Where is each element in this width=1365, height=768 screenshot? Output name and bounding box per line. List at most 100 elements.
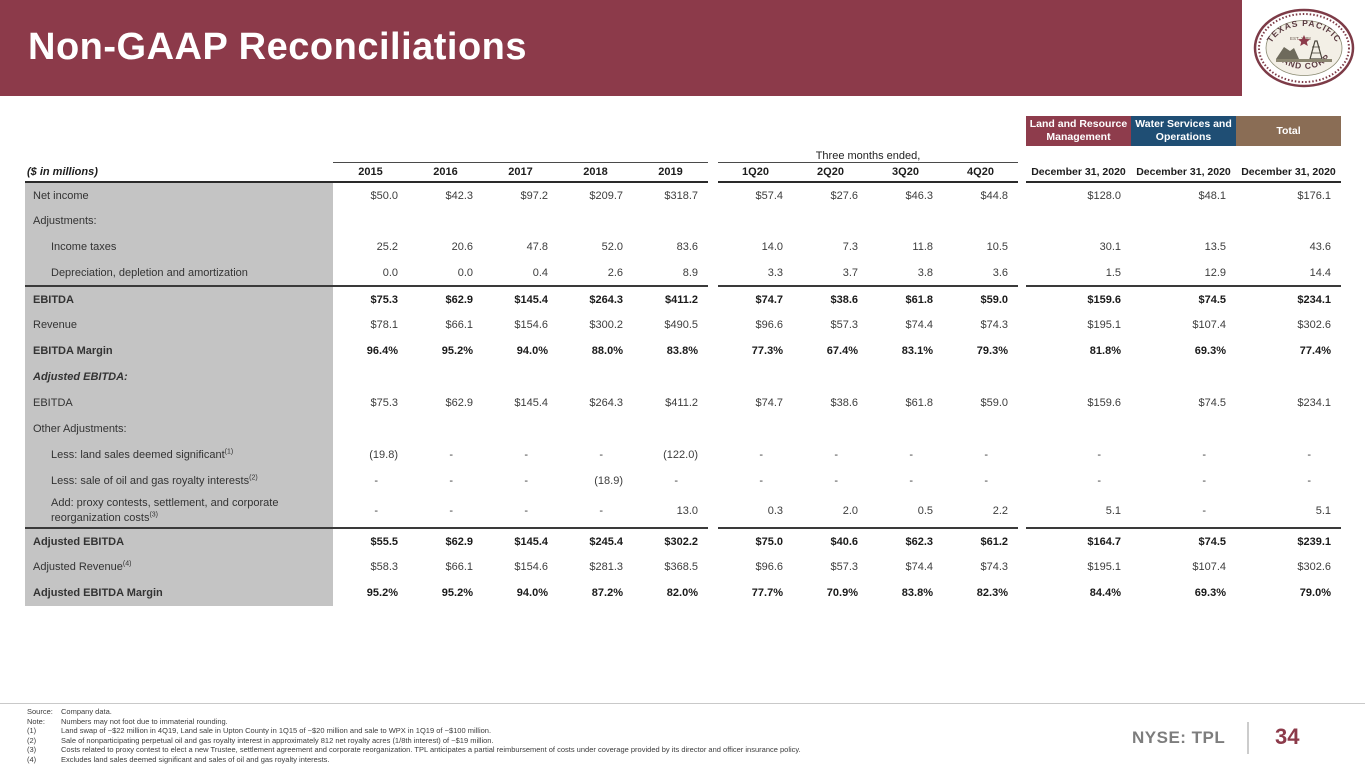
segment-column-header: December 31, 2020 [1236, 162, 1341, 183]
value-cell: $62.9 [408, 527, 483, 554]
value-cell: $154.6 [514, 561, 548, 573]
row-label: Adjusted Revenue(4) [25, 554, 333, 580]
value-cell [1026, 364, 1131, 390]
value-cell [868, 208, 943, 234]
footnote-line: Source: Company data. [0, 707, 1365, 717]
value-cell: $281.3 [589, 561, 623, 573]
reconciliation-table-wrap: Land and Resource Management Water Servic… [25, 116, 1341, 606]
value-cell: - [984, 449, 988, 461]
value-cell: $195.1 [1087, 319, 1121, 331]
value-cell: $27.6 [830, 189, 858, 202]
value-cell: (18.9) [594, 475, 623, 487]
value-cell: - [524, 504, 528, 517]
table-row: Revenue $78.1 $66.1 $154.6 $300.2 $490.5 $96.6… [25, 312, 1341, 338]
value-cell: 0.4 [532, 266, 548, 279]
value-cell: $57.4 [755, 189, 783, 202]
row-label: Depreciation, depletion and amortization [25, 260, 333, 286]
table-row: EBITDA $75.3 $62.9 $145.4 $264.3 $411.2 $74.7 $… [25, 390, 1341, 416]
value-cell: - [524, 475, 528, 487]
value-cell: 0.0 [457, 266, 473, 279]
value-cell: $55.5 [333, 527, 408, 554]
footnote-line: Note: Numbers may not foot due to immater… [0, 717, 1365, 727]
spacer-cell [1018, 234, 1026, 260]
row-label: EBITDA [25, 390, 333, 416]
table-row: Adjusted EBITDA $55.5 $62.9 $145.4 $245.4 $30… [25, 527, 1341, 554]
value-cell [943, 416, 1018, 442]
footnote-key: (4) [27, 754, 37, 764]
value-cell [868, 416, 943, 442]
value-cell [408, 208, 483, 234]
value-cell: $57.3 [830, 561, 858, 573]
row-label: Add: proxy contests, settlement, and cor… [25, 494, 333, 528]
value-cell: 81.8% [1089, 345, 1121, 357]
value-cell: 79.3% [976, 345, 1008, 357]
value-cell: 79.0% [1299, 587, 1331, 599]
value-cell: - [599, 449, 603, 461]
value-cell: - [1097, 475, 1101, 487]
spacer-cell [708, 208, 718, 234]
spacer-cell [1018, 442, 1026, 468]
three-months-ended-label: Three months ended, [718, 146, 1018, 163]
value-cell: 13.5 [1204, 241, 1226, 253]
value-cell: $75.3 [333, 285, 408, 312]
value-cell: $74.4 [905, 319, 933, 331]
spacer-cell [1018, 338, 1026, 364]
value-cell: $239.1 [1236, 527, 1341, 554]
value-cell: 3.8 [917, 266, 933, 279]
spacer-cell [708, 580, 718, 606]
spacer-cell [25, 146, 333, 162]
years-rule [333, 146, 708, 163]
spacer-cell [708, 554, 718, 580]
spacer-cell [793, 116, 868, 146]
value-cell: $176.1 [1297, 189, 1331, 202]
value-cell: 3.7 [842, 266, 858, 279]
value-cell [1026, 416, 1131, 442]
spacer-cell [708, 260, 718, 286]
value-cell: 95.2% [366, 587, 398, 599]
value-cell: 12.9 [1204, 266, 1226, 279]
spacer-cell [708, 182, 718, 208]
value-cell [1131, 208, 1236, 234]
value-cell: - [674, 475, 678, 487]
value-cell: $154.6 [514, 319, 548, 331]
value-cell: - [1202, 449, 1206, 461]
value-cell: 5.1 [1315, 504, 1331, 517]
value-cell [718, 364, 793, 390]
value-cell: 14.0 [761, 241, 783, 253]
row-label: Other Adjustments: [25, 416, 333, 442]
spacer-cell [1018, 554, 1026, 580]
spacer-cell [408, 116, 483, 146]
value-cell: $490.5 [664, 319, 698, 331]
page-title: Non-GAAP Reconciliations [28, 26, 528, 68]
footnote-key: Note: [27, 716, 45, 726]
value-cell: 77.3% [751, 345, 783, 357]
value-cell [333, 208, 408, 234]
year-column-header: 2016 [408, 162, 483, 183]
spacer-cell [1018, 528, 1026, 554]
value-cell [943, 208, 1018, 234]
value-cell: - [909, 475, 913, 487]
segment-header: Land and Resource Management [1026, 116, 1131, 146]
value-cell: $59.0 [980, 397, 1008, 409]
quarter-column-header: 3Q20 [868, 162, 943, 183]
segment-header: Water Services and Operations [1131, 116, 1236, 146]
table-row: Less: sale of oil and gas royalty intere… [25, 468, 1341, 494]
value-cell: 13.0 [676, 504, 698, 517]
value-cell: - [834, 475, 838, 487]
value-cell: $61.8 [905, 397, 933, 409]
table-row: Add: proxy contests, settlement, and cor… [25, 494, 1341, 528]
row-label: Adjusted EBITDA Margin [25, 580, 333, 606]
company-logo: TEXAS PACIFIC LAND CORP EST. 1888 [1242, 0, 1365, 96]
value-cell: 67.4% [826, 345, 858, 357]
value-cell: $107.4 [1192, 319, 1226, 331]
table-row: EBITDA Margin 96.4% 95.2% 94.0% 88.0% 83.8% 77… [25, 338, 1341, 364]
table-row: Depreciation, depletion and amortization… [25, 260, 1341, 286]
spacer-cell [1018, 416, 1026, 442]
footnote-line: (4) Excludes land sales deemed significan… [0, 755, 1365, 765]
value-cell: - [449, 449, 453, 461]
value-cell: $264.3 [558, 285, 633, 312]
spacer-cell [708, 116, 718, 146]
value-cell: 70.9% [826, 587, 858, 599]
value-cell: 2.2 [992, 504, 1008, 517]
footnote-text: Numbers may not foot due to immaterial r… [61, 716, 228, 726]
